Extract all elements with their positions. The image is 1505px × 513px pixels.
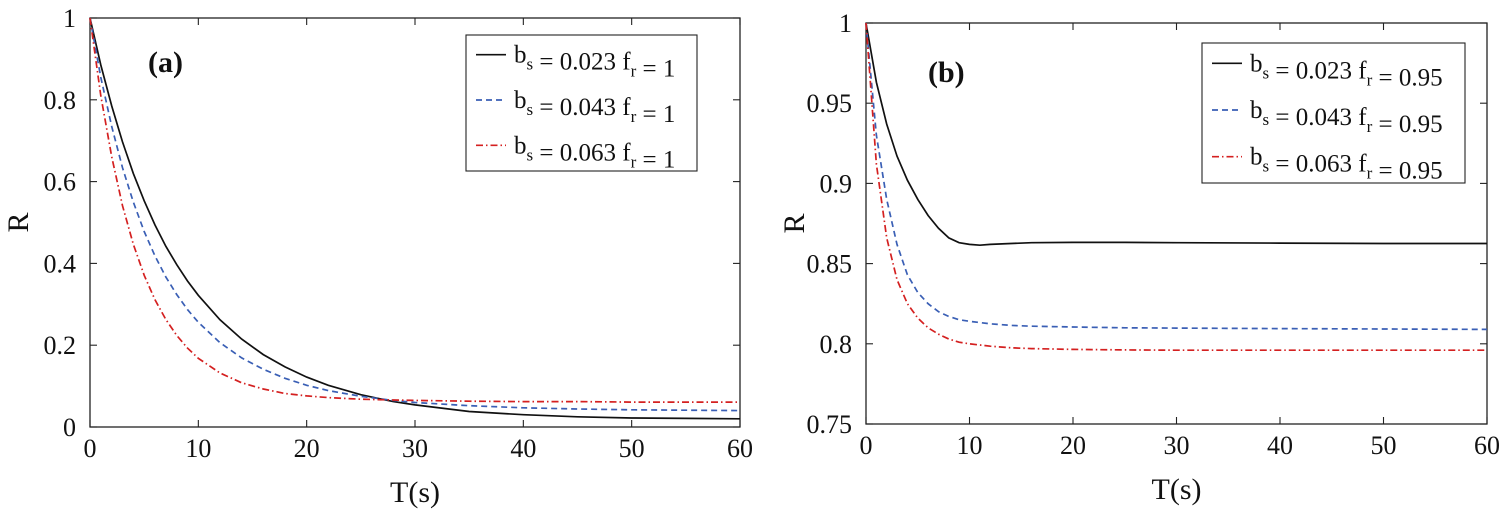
series-line-1: [89, 17, 741, 420]
legend: bs = 0.023 fr = 0.95 bs = 0.043 fr = 0.95…: [1201, 42, 1466, 185]
x-tick-label: 50: [1371, 431, 1397, 460]
x-tick-label: 40: [1267, 431, 1293, 460]
x-tick-label: 60: [727, 434, 753, 463]
y-tick-label: 0.9: [820, 169, 853, 198]
panel-a: 0 10 20 30 40 50 60 0 0.2 0.4 0.6 0.8 1 T(s) R (a) bs = …: [2, 4, 753, 509]
y-tick-label: 0: [63, 413, 76, 442]
x-tick-label: 30: [402, 434, 428, 463]
legend-label-3: bs = 0.063 fr = 1: [514, 132, 675, 173]
legend: bs = 0.023 fr = 1bs = 0.043 fr = 1bs = 0…: [465, 34, 698, 173]
legend-label-1: bs = 0.023 fr = 0.95: [1250, 50, 1443, 91]
y-tick-label: 1: [63, 4, 76, 33]
y-tick-label: 1: [839, 9, 852, 38]
x-tick-label: 40: [510, 434, 536, 463]
y-axis-label: R: [778, 213, 811, 233]
legend-label-1: bs = 0.023 fr = 1: [514, 42, 675, 83]
legend-box: [1201, 42, 1466, 184]
panel-b: 0 10 20 30 40 50 60 0.75 0.8 0.85 0.9 0.95 1 T(s) R (b)…: [778, 9, 1500, 506]
legend-label-2: bs = 0.043 fr = 1: [514, 87, 675, 128]
x-tick-label: 50: [619, 434, 645, 463]
series-line-3: [89, 17, 740, 403]
x-tick-label: 0: [84, 434, 97, 463]
y-tick-label: 0.85: [807, 250, 853, 279]
x-tick-label: 10: [185, 434, 211, 463]
y-tick-label: 0.2: [44, 331, 77, 360]
legend-box: [465, 34, 698, 172]
x-tick-label: 10: [957, 431, 983, 460]
series-line-1: [865, 22, 1487, 247]
x-tick-label: 60: [1474, 431, 1500, 460]
legend-label-2: bs = 0.043 fr = 0.95: [1250, 97, 1443, 138]
y-tick-label: 0.75: [807, 410, 853, 439]
y-tick-label: 0.6: [44, 168, 77, 197]
panel-label: (a): [148, 46, 183, 79]
series-line-2: [89, 17, 741, 412]
x-tick-label: 30: [1164, 431, 1190, 460]
y-tick-label: 0.95: [807, 89, 853, 118]
series-line-2: [865, 22, 1488, 331]
y-tick-label: 0.8: [820, 330, 853, 359]
x-axis-label: T(s): [390, 476, 440, 509]
legend-label-3: bs = 0.063 fr = 0.95: [1250, 144, 1443, 185]
series-line-3: [865, 22, 1487, 352]
x-axis-label: T(s): [1152, 473, 1202, 506]
y-tick-label: 0.4: [44, 249, 77, 278]
panel-label: (b): [928, 56, 965, 89]
y-axis-label: R: [2, 212, 35, 232]
x-tick-label: 20: [294, 434, 320, 463]
y-tick-label: 0.8: [44, 86, 77, 115]
x-tick-label: 0: [860, 431, 873, 460]
x-tick-label: 20: [1060, 431, 1086, 460]
